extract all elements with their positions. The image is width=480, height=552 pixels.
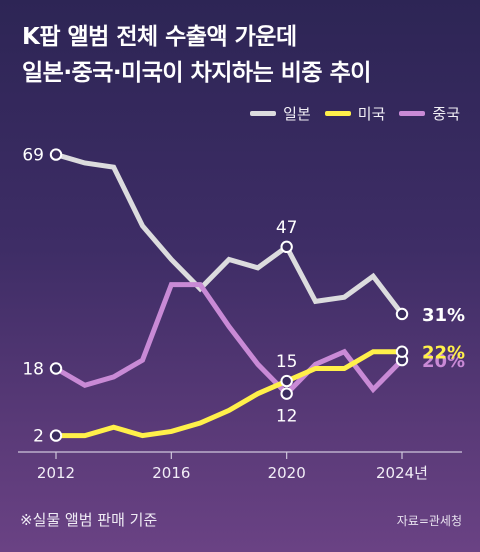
- data-label-china-2012: 18: [22, 360, 44, 380]
- data-label-japan-2020: 47: [276, 218, 298, 238]
- data-point-china-2012: [49, 362, 63, 375]
- data-label-usa-2012: 2: [33, 427, 44, 447]
- series-line-japan: [55, 152, 404, 316]
- data-label-japan-2024: 31%: [422, 305, 465, 326]
- data-label-china-2020: 12: [276, 407, 298, 427]
- data-label-japan-2012: 69: [22, 146, 44, 166]
- x-tick-label-2012: 2012: [37, 464, 75, 482]
- legend-item-china: 중국: [399, 103, 460, 124]
- data-label-usa-2020: 15: [276, 352, 298, 372]
- x-tick-label-2024: 2024년: [376, 464, 428, 482]
- data-label-usa-2024: 22%: [422, 343, 465, 364]
- x-tick-label-2016: 2016: [152, 464, 190, 482]
- legend-label-usa: 미국: [357, 105, 386, 123]
- footnote: ※실물 앨범 판매 기준: [20, 511, 158, 529]
- legend-label-japan: 일본: [283, 105, 311, 123]
- series-line-usa: [56, 349, 402, 439]
- legend-label-china: 중국: [432, 105, 460, 123]
- chart-legend: 일본 미국 중국: [250, 103, 460, 124]
- legend-swatch-japan: [250, 111, 277, 116]
- data-point-japan-2024: [395, 307, 409, 321]
- data-point-usa-2024: [395, 345, 409, 358]
- legend-item-japan: 일본: [250, 103, 311, 124]
- x-tick-label-2020: 2020: [268, 464, 306, 482]
- legend-swatch-usa: [324, 111, 351, 116]
- data-label-china-2024: 20%: [422, 351, 465, 372]
- data-point-usa-2020: [280, 374, 293, 388]
- legend-item-usa: 미국: [324, 103, 386, 124]
- source-credit: 자료=관세청: [396, 514, 462, 528]
- legend-swatch-china: [399, 111, 426, 116]
- data-point-japan-2012: [49, 148, 63, 161]
- data-point-china-2020: [280, 387, 293, 400]
- data-point-usa-2012: [49, 429, 63, 442]
- series-line-china: [54, 282, 404, 398]
- data-point-japan-2020: [280, 240, 293, 254]
- chart-title-line-1: K팝 앨범 전체 수출액 가운데: [22, 24, 297, 50]
- chart-title-line-2: 일본·중국·미국이 차지하는 비중 추이: [22, 60, 371, 86]
